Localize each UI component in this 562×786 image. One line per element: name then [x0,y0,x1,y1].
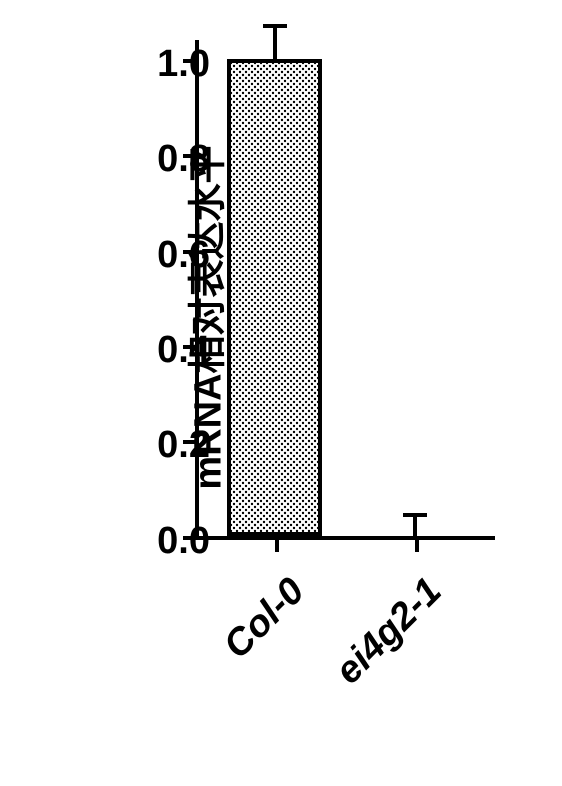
error-bar [273,25,277,59]
x-axis-label: ei4g2-1 [314,570,450,706]
bar-col0 [227,59,322,536]
plot-area: Col-0 ei4g2-1 [195,40,495,540]
error-bar [413,514,417,536]
bar-pattern [231,63,318,532]
y-tick-label: 1.0 [130,43,210,86]
y-tick-label: 0.8 [130,138,210,181]
x-tick [275,538,279,552]
y-tick-label: 0.4 [130,329,210,372]
y-tick-label: 0.6 [130,234,210,277]
error-cap [403,513,427,517]
error-cap [263,24,287,28]
x-tick [415,538,419,552]
y-tick-label: 0.0 [130,520,210,563]
y-tick-label: 0.2 [130,424,210,467]
chart-container: mRNA相对表达水平 [40,30,520,750]
x-axis-label: Col-0 [198,570,313,685]
